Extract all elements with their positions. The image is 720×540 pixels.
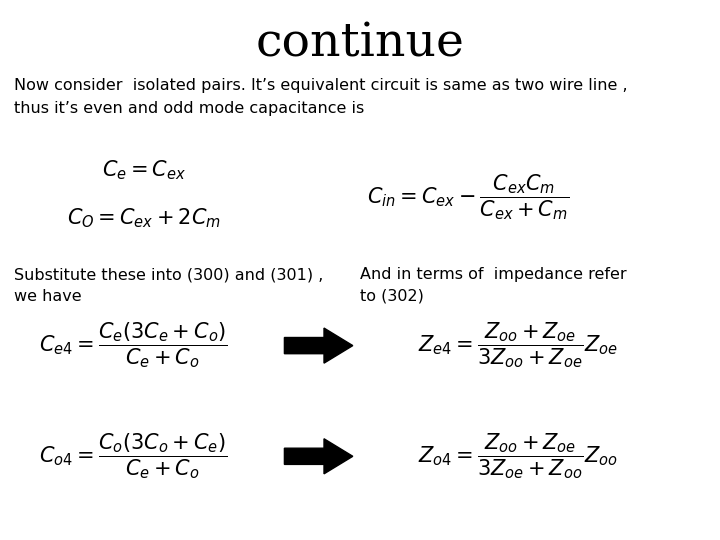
Text: $C_{in} = C_{ex} - \dfrac{C_{ex}C_m}{C_{ex}+C_m}$: $C_{in} = C_{ex} - \dfrac{C_{ex}C_m}{C_{… <box>366 172 570 222</box>
Text: Substitute these into (300) and (301) ,: Substitute these into (300) and (301) , <box>14 267 324 282</box>
Text: $Z_{o4} = \dfrac{Z_{oo}+Z_{oe}}{3Z_{oe}+Z_{oo}}Z_{oo}$: $Z_{o4} = \dfrac{Z_{oo}+Z_{oe}}{3Z_{oe}+… <box>418 431 618 481</box>
Text: $C_O = C_{ex} + 2C_m$: $C_O = C_{ex} + 2C_m$ <box>67 207 221 231</box>
Polygon shape <box>284 328 353 363</box>
Text: $C_{e4} = \dfrac{C_e(3C_e+C_o)}{C_e+C_o}$: $C_{e4} = \dfrac{C_e(3C_e+C_o)}{C_e+C_o}… <box>39 321 228 370</box>
Text: $C_e = C_{ex}$: $C_e = C_{ex}$ <box>102 158 186 182</box>
Text: $Z_{e4} = \dfrac{Z_{oo}+Z_{oe}}{3Z_{oo}+Z_{oe}}Z_{oe}$: $Z_{e4} = \dfrac{Z_{oo}+Z_{oe}}{3Z_{oo}+… <box>418 321 618 370</box>
Text: continue: continue <box>256 22 464 67</box>
Text: $C_{o4} = \dfrac{C_o(3C_o+C_e)}{C_e+C_o}$: $C_{o4} = \dfrac{C_o(3C_o+C_e)}{C_e+C_o}… <box>39 431 228 481</box>
Text: Now consider  isolated pairs. It’s equivalent circuit is same as two wire line ,: Now consider isolated pairs. It’s equiva… <box>14 78 628 116</box>
Text: And in terms of  impedance refer: And in terms of impedance refer <box>360 267 626 282</box>
Text: we have: we have <box>14 289 82 304</box>
Text: to (302): to (302) <box>360 289 424 304</box>
Polygon shape <box>284 438 353 474</box>
